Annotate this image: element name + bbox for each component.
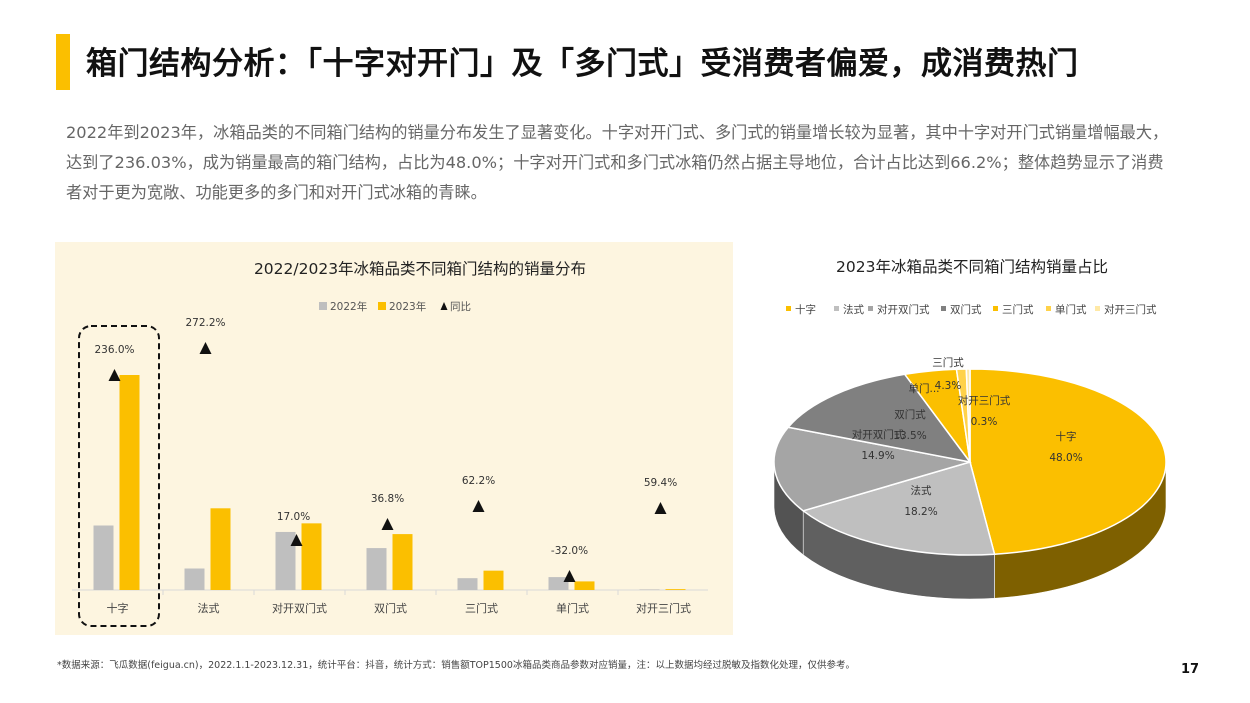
- pie-label-0: 十字: [1056, 430, 1077, 443]
- pie-legend-swatch-1: [834, 306, 839, 311]
- pie-side-walls: [773, 461, 1167, 600]
- page-title: 箱门结构分析：「十字对开门」及「多门式」受消费者偏爱，成消费热门: [86, 46, 1079, 82]
- pie-value-2: 14.9%: [861, 450, 894, 462]
- pie-legend-swatch-3: [941, 306, 946, 311]
- pie-slice-6: [965, 368, 971, 463]
- pie-legend-swatch-5: [1046, 306, 1051, 311]
- pie-legend-swatch-0: [786, 306, 791, 311]
- pie-label-4: 三门式: [932, 356, 964, 369]
- title-accent-bar: [56, 34, 70, 90]
- page-number: 17: [1181, 662, 1200, 677]
- pie-label-5: 单门...: [908, 382, 939, 395]
- page-description: 2022年到2023年，冰箱品类的不同箱门结构的销量分布发生了显著变化。十字对开…: [66, 123, 1169, 202]
- pie-legend-label-6: 对开三门式: [1104, 303, 1157, 316]
- bar-chart-panel: [55, 242, 733, 635]
- pie-slice-3: [786, 373, 972, 464]
- pie-label-2: 对开双门式: [852, 428, 905, 441]
- pie-legend-label-3: 双门式: [950, 303, 982, 316]
- pie-value-6: 0.3%: [971, 416, 998, 428]
- pie-legend-swatch-4: [993, 306, 998, 311]
- pie-legend-label-1: 法式: [843, 303, 864, 316]
- pie-slice-0: [969, 368, 1167, 556]
- pie-legend-label-2: 对开双门式: [877, 303, 930, 316]
- pie-value-0: 48.0%: [1049, 452, 1082, 464]
- pie-chart-title: 2023年冰箱品类不同箱门结构销量占比: [836, 258, 1108, 276]
- pie-value-4: 4.3%: [935, 380, 962, 392]
- pie-slice-1: [801, 461, 996, 556]
- pie-slice-5: [955, 368, 971, 463]
- pie-legend-label-5: 单门式: [1055, 303, 1087, 316]
- pie-label-6: 对开三门式: [958, 394, 1011, 407]
- pie-slice-4: [903, 368, 971, 463]
- pie-legend-swatch-2: [868, 306, 873, 311]
- pie-layer: 十字 48.0% 法式 18.2% 对开双门式 14.9% 双门式 13.5% 三门式 4.3%单…: [773, 356, 1167, 600]
- pie-side-0: [994, 461, 1167, 599]
- pie-value-1: 18.2%: [904, 506, 937, 518]
- pie-side-1: [802, 510, 995, 600]
- pie-chart-legend: 十字 法式 对开双门式 双门式 三门式 单门式 对开三门式: [786, 303, 1157, 316]
- pie-slice-2: [773, 426, 971, 512]
- pie-side-2: [773, 461, 804, 556]
- pie-value-3: 13.5%: [893, 430, 926, 442]
- pie-legend-swatch-6: [1095, 306, 1100, 311]
- pie-legend-label-4: 三门式: [1002, 303, 1034, 316]
- pie-label-1: 法式: [911, 484, 932, 497]
- pie-label-3: 双门式: [894, 408, 926, 421]
- pie-legend-label-0: 十字: [795, 303, 816, 316]
- footnote-source: *数据来源：飞瓜数据(feigua.cn)，2022.1.1-2023.12.3…: [57, 660, 855, 671]
